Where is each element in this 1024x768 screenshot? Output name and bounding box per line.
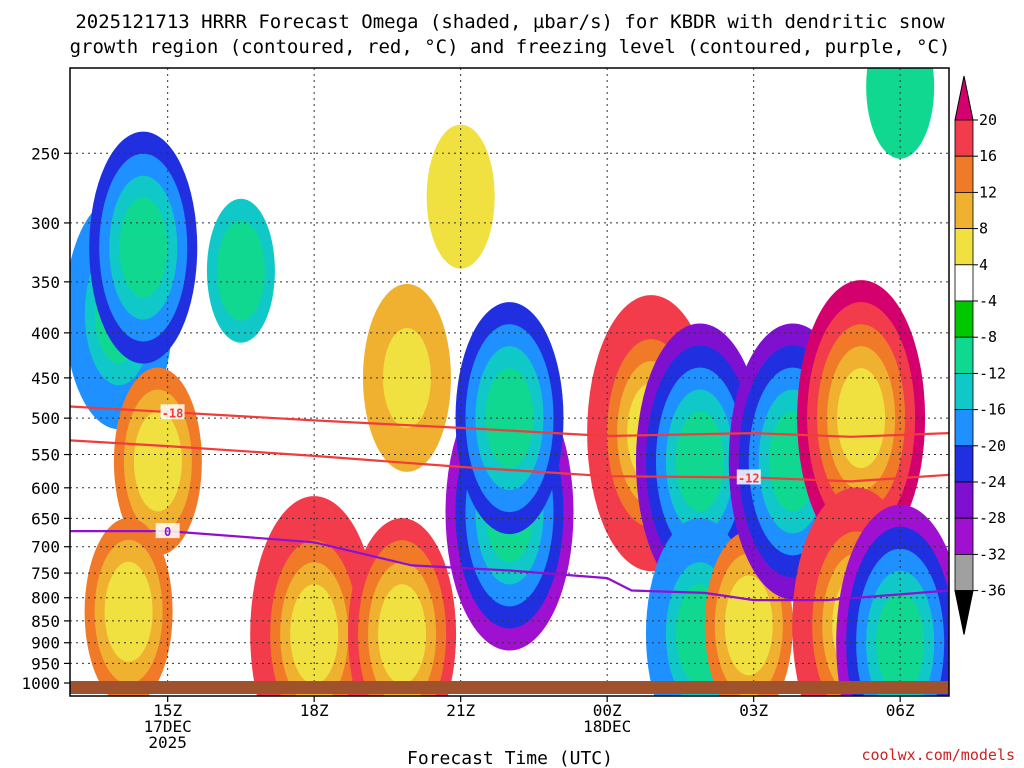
colorbar-swatch-12	[954, 517, 974, 555]
plot-frame	[69, 67, 950, 697]
omega-cell-5-level-1	[290, 584, 339, 685]
colorbar-label-2: 12	[979, 183, 997, 201]
plot-area: -18 -12 0	[70, 68, 949, 696]
omega-cell-4-level-1	[104, 561, 153, 662]
y-tick-label-500: 500	[31, 409, 60, 428]
colorbar-bottom-arrow	[954, 590, 974, 635]
isotherm-minus12	[70, 439, 949, 483]
y-tick-label-550: 550	[31, 446, 60, 465]
colorbar-label-4: 4	[979, 256, 988, 274]
isotherm-minus18-label-bg	[160, 404, 185, 420]
x-axis-label: Forecast Time (UTC)	[407, 748, 613, 768]
freezing-level	[70, 530, 949, 602]
pressure-grid	[70, 68, 949, 696]
y-tick-label-950: 950	[31, 654, 60, 673]
colorbar-swatch-2	[954, 155, 974, 193]
y-tick-label-250: 250	[31, 144, 60, 163]
y-tick-label-350: 350	[31, 273, 60, 292]
colorbar: 20 16 12 8 4 -4 -8 -12 -16 -20 -24 -28 -32 -36	[954, 75, 1006, 635]
colorbar-swatch-7	[954, 336, 974, 374]
x-tick-label-15Z-2: 2025	[148, 733, 187, 752]
colorbar-label-10: -24	[979, 473, 1006, 491]
colorbar-label-13: -36	[979, 582, 1006, 600]
colorbar-swatch-11	[954, 481, 974, 519]
y-tick-label-400: 400	[31, 324, 60, 343]
colorbar-label-1: 16	[979, 147, 997, 165]
isotherm-minus12-label: -12	[738, 471, 760, 485]
omega-cell-14-level-1	[724, 575, 773, 676]
y-tick-label-750: 750	[31, 564, 60, 583]
omega-cell-1-level-1	[119, 197, 168, 298]
x-tick-label-00Z-0: 00Z	[593, 701, 622, 720]
colorbar-swatch-10	[954, 445, 974, 483]
omega-cell-12-level-1	[675, 411, 724, 512]
colorbar-label-8: -16	[979, 401, 1006, 419]
omega-cell-16-level-1	[837, 368, 886, 469]
colorbar-swatch-3	[954, 191, 974, 229]
contour-lines: -18 -12 0	[70, 404, 949, 602]
x-tick-label-03Z-0: 03Z	[739, 701, 768, 720]
ground-surface	[70, 681, 949, 694]
omega-cell-2-level-1	[216, 220, 265, 321]
colorbar-label-12: -32	[979, 545, 1006, 563]
chart-title-line-1: 2025121713 HRRR Forecast Omega (shaded, …	[75, 11, 945, 33]
y-tick-label-300: 300	[31, 214, 60, 233]
y-tick-label-450: 450	[31, 369, 60, 388]
x-tick-label-18Z-0: 18Z	[300, 701, 329, 720]
colorbar-label-6: -8	[979, 328, 997, 346]
y-tick-label-600: 600	[31, 479, 60, 498]
x-tick-label-00Z-1: 18DEC	[583, 717, 631, 736]
colorbar-label-11: -28	[979, 509, 1006, 527]
isotherm-minus12-label-bg	[736, 469, 761, 485]
colorbar-swatch-1	[954, 119, 974, 157]
omega-cell-18-level-1	[876, 592, 925, 693]
colorbar-swatch-5	[954, 264, 974, 302]
omega-cell-7-level-1	[436, 146, 485, 247]
y-tick-label-900: 900	[31, 634, 60, 653]
freezing-level-label: 0	[164, 525, 171, 539]
colorbar-swatch-13	[954, 554, 974, 592]
colorbar-label-7: -12	[979, 364, 1006, 382]
colorbar-label-9: -20	[979, 437, 1006, 455]
colorbar-swatch-9	[954, 409, 974, 447]
y-tick-label-850: 850	[31, 612, 60, 631]
y-tick-label-1000: 1000	[21, 674, 60, 693]
y-tick-label-650: 650	[31, 509, 60, 528]
colorbar-swatch-8	[954, 372, 974, 410]
freezing-level-label-bg	[155, 523, 180, 539]
isotherm-minus18	[70, 405, 949, 438]
colorbar-label-3: 8	[979, 220, 988, 238]
colorbar-label-0: 20	[979, 111, 997, 129]
omega-shading	[70, 68, 949, 696]
colorbar-swatch-4	[954, 228, 974, 266]
omega-cell-3-level-1	[133, 411, 182, 512]
chart-title-line-2: growth region (contoured, red, °C) and f…	[70, 36, 951, 58]
omega-cell-6-level-1	[378, 584, 427, 685]
credit-text: coolwx.com/models	[861, 746, 1015, 764]
isotherm-minus18-label: -18	[162, 406, 184, 420]
y-axis: 250 300 350 400 450 500 550 600 650 700 750 800 850 9…	[21, 144, 70, 693]
omega-cell-19-level-1	[876, 68, 925, 137]
x-tick-label-06Z-0: 06Z	[886, 701, 915, 720]
x-tick-label-15Z-0: 15Z	[153, 701, 182, 720]
y-tick-label-800: 800	[31, 589, 60, 608]
x-tick-label-15Z-1: 17DEC	[144, 717, 192, 736]
colorbar-label-5: -4	[979, 292, 997, 310]
colorbar-swatch-6	[954, 300, 974, 338]
colorbar-top-arrow	[954, 75, 974, 121]
x-tick-label-21Z-0: 21Z	[446, 701, 475, 720]
y-tick-label-700: 700	[31, 538, 60, 557]
